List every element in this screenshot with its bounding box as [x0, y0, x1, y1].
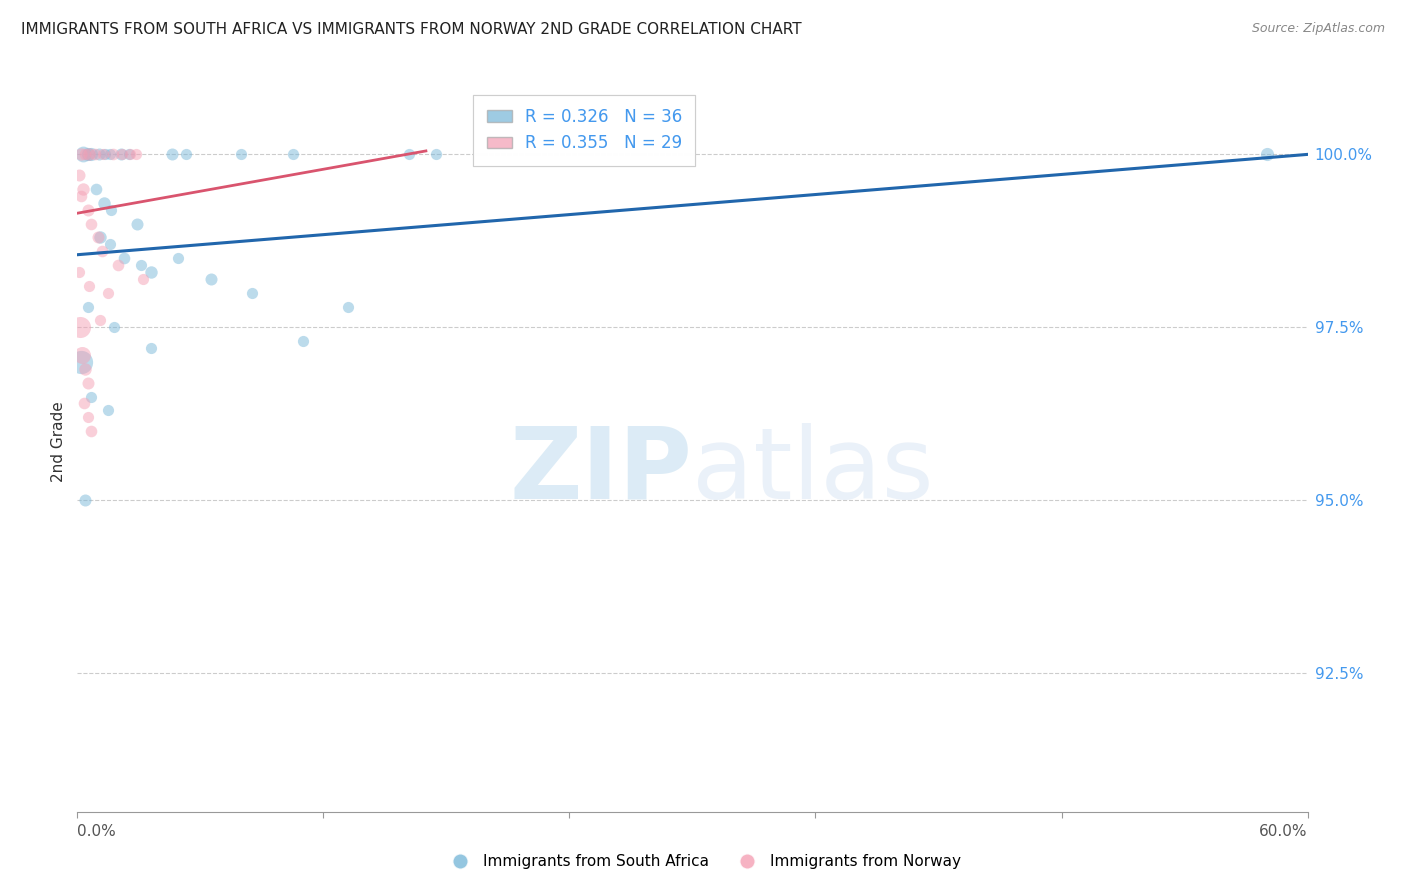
Text: IMMIGRANTS FROM SOUTH AFRICA VS IMMIGRANTS FROM NORWAY 2ND GRADE CORRELATION CHA: IMMIGRANTS FROM SOUTH AFRICA VS IMMIGRAN… — [21, 22, 801, 37]
Point — [75, 493, 97, 508]
Point — [94, 147, 117, 161]
Point — [398, 147, 420, 161]
Text: Source: ZipAtlas.com: Source: ZipAtlas.com — [1251, 22, 1385, 36]
Point — [98, 147, 121, 161]
Point — [76, 202, 98, 217]
Y-axis label: 2nd Grade: 2nd Grade — [51, 401, 66, 482]
Point — [93, 195, 115, 210]
Point — [111, 147, 134, 161]
Point — [67, 168, 90, 182]
Point — [87, 147, 110, 161]
Point — [76, 376, 98, 390]
Point — [129, 258, 152, 272]
Point — [77, 147, 100, 161]
Point — [110, 147, 132, 161]
Point — [80, 217, 103, 231]
Point — [75, 362, 97, 376]
Point — [166, 251, 188, 265]
Point — [97, 403, 120, 417]
Text: 0.0%: 0.0% — [77, 824, 117, 839]
Point — [77, 278, 100, 293]
Text: 60.0%: 60.0% — [1260, 824, 1308, 839]
Point — [132, 272, 155, 286]
Point — [231, 147, 253, 161]
Point — [72, 147, 94, 161]
Point — [87, 230, 110, 244]
Point — [174, 147, 197, 161]
Point — [89, 313, 111, 327]
Point — [79, 147, 101, 161]
Point — [98, 237, 121, 252]
Point — [79, 390, 101, 404]
Point — [97, 285, 120, 300]
Text: ZIP: ZIP — [509, 423, 693, 520]
Point — [107, 258, 129, 272]
Point — [103, 320, 125, 334]
Point — [69, 320, 91, 334]
Point — [425, 147, 447, 161]
Point — [141, 341, 163, 355]
Point — [337, 300, 360, 314]
Point — [103, 147, 125, 161]
Point — [200, 272, 222, 286]
Point — [160, 147, 183, 161]
Legend: R = 0.326   N = 36, R = 0.355   N = 29: R = 0.326 N = 36, R = 0.355 N = 29 — [474, 95, 696, 166]
Point — [70, 147, 93, 161]
Point — [291, 334, 314, 349]
Point — [77, 410, 100, 425]
Point — [141, 265, 163, 279]
Legend: Immigrants from South Africa, Immigrants from Norway: Immigrants from South Africa, Immigrants… — [439, 848, 967, 875]
Point — [76, 300, 98, 314]
Point — [89, 230, 111, 244]
Text: atlas: atlas — [693, 423, 934, 520]
Point — [91, 147, 114, 161]
Point — [240, 285, 263, 300]
Point — [67, 265, 90, 279]
Point — [72, 182, 94, 196]
Point — [114, 251, 136, 265]
Point — [70, 348, 93, 362]
Point — [80, 424, 103, 438]
Point — [83, 147, 105, 161]
Point — [73, 396, 96, 410]
Point — [281, 147, 304, 161]
Point — [1256, 147, 1278, 161]
Point — [100, 202, 122, 217]
Point — [90, 244, 114, 259]
Point — [75, 147, 97, 161]
Point — [117, 147, 139, 161]
Point — [76, 147, 98, 161]
Point — [118, 147, 141, 161]
Point — [70, 355, 93, 369]
Point — [125, 217, 148, 231]
Point — [125, 147, 148, 161]
Point — [84, 182, 107, 196]
Point — [70, 189, 93, 203]
